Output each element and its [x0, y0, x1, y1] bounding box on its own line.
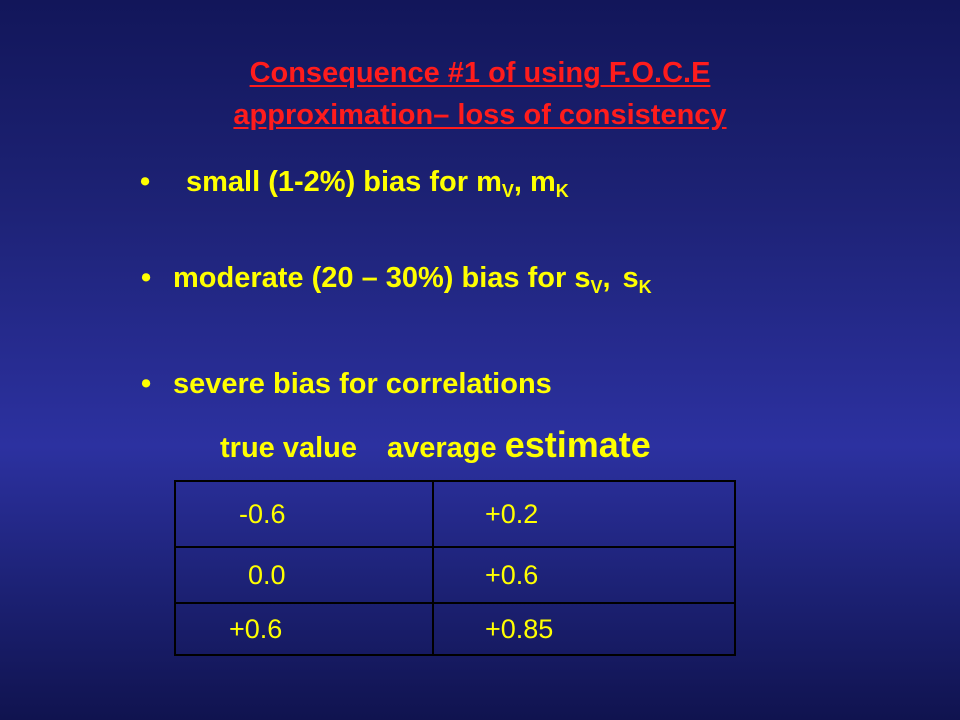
average-estimate-cell: +0.85	[432, 602, 736, 656]
bullet-item-severe-bias: • severe bias for correlations	[141, 368, 552, 401]
subscript-k: K	[638, 277, 652, 297]
table-row: 0.0 +0.6	[174, 546, 736, 604]
bullet-separator: , m	[513, 166, 556, 198]
bullet-item-small-bias: • small (1-2%) bias for mV, mK	[140, 166, 569, 201]
correlation-table: -0.6 +0.2 0.0 +0.6 +0.6 +0.85	[174, 480, 736, 656]
true-value-cell: +0.6	[174, 602, 434, 656]
table-headers: true value average estimate	[220, 424, 651, 466]
table-row: -0.6 +0.2	[174, 480, 736, 548]
header-average: average	[387, 432, 497, 464]
slide-title-line-2: approximation– loss of consistency	[233, 99, 727, 131]
subscript-v: V	[501, 181, 514, 201]
header-estimate: estimate	[504, 424, 651, 465]
table-row: +0.6 +0.85	[174, 602, 736, 656]
bullet-item-moderate-bias: • moderate (20 – 30%) bias for sV, sK	[141, 262, 652, 297]
bullet-text: severe bias for correlations	[173, 368, 552, 400]
bullet-text: moderate (20 – 30%) bias for s	[173, 262, 591, 294]
slide-title-line-1: Consequence #1 of using F.O.C.E	[249, 57, 711, 89]
subscript-v: V	[590, 277, 603, 297]
bullet-marker: •	[140, 166, 151, 198]
true-value-cell: 0.0	[174, 546, 434, 604]
bullet-text: small (1-2%) bias for m	[186, 166, 502, 198]
average-estimate-cell: +0.6	[432, 546, 736, 604]
bullet-separator: ,	[602, 262, 611, 294]
bullet-text-2: s	[622, 262, 639, 294]
subscript-k: K	[555, 181, 569, 201]
slide-title: Consequence #1 of using F.O.C.E approxim…	[0, 52, 960, 136]
true-value-cell: -0.6	[174, 480, 434, 548]
average-estimate-cell: +0.2	[432, 480, 736, 548]
bullet-marker: •	[141, 368, 152, 400]
header-true-value: true value	[220, 432, 357, 464]
bullet-marker: •	[141, 262, 152, 294]
